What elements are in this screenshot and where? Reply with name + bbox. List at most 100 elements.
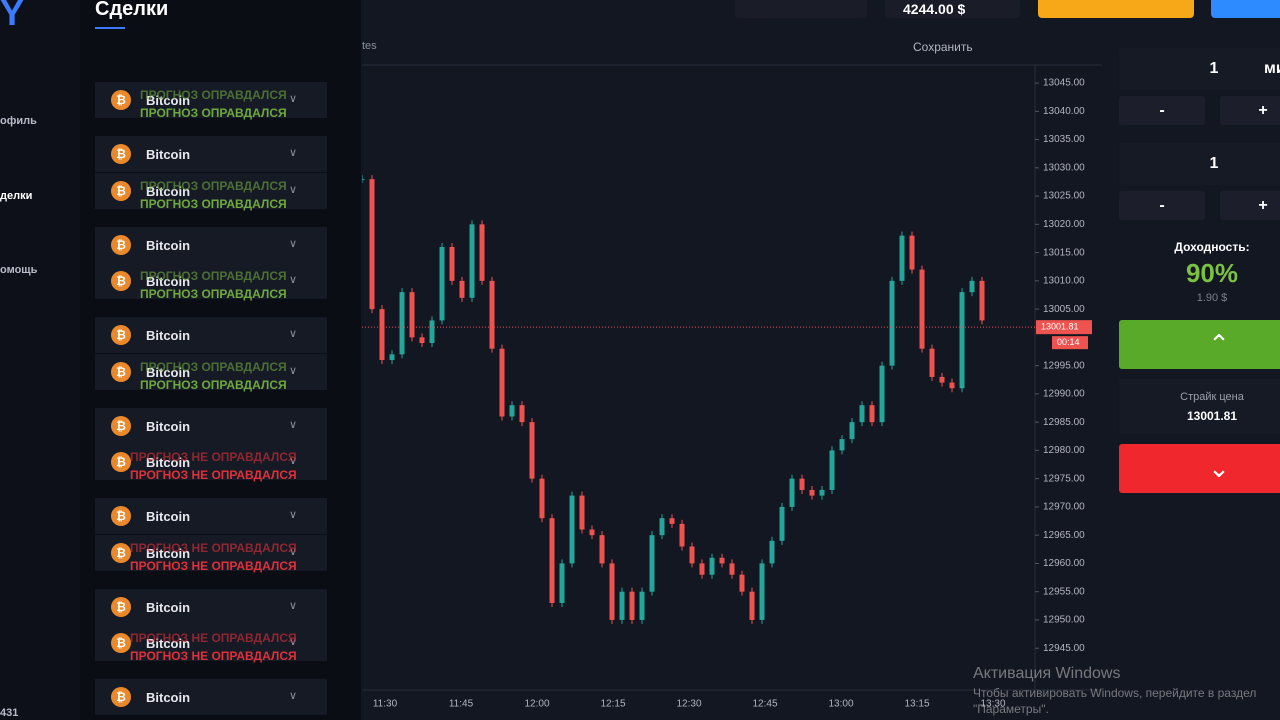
candle xyxy=(869,405,875,423)
y-tick-label: 13040.00 xyxy=(1043,106,1085,117)
y-tick-label: 13025.00 xyxy=(1043,191,1085,202)
deal-status: ПРОГНОЗ НЕ ОПРАВДАЛСЯ xyxy=(130,450,297,464)
deposit-button[interactable] xyxy=(1038,0,1194,18)
candle xyxy=(389,354,395,360)
asset: Bitcoin xyxy=(146,147,191,162)
chevron: ∨ xyxy=(288,636,297,648)
candle xyxy=(959,292,965,389)
nav-deals[interactable]: делки xyxy=(0,190,33,202)
watermark-line2: "Параметры". xyxy=(973,702,1049,716)
asset: Bitcoin xyxy=(146,364,191,380)
coin-icon: ₿ xyxy=(111,633,131,653)
chevron: ∨ xyxy=(288,93,297,105)
balance: 4244.00 $ xyxy=(903,1,966,17)
deal-status: ПРОГНОЗ НЕ ОПРАВДАЛСЯ xyxy=(130,649,297,663)
deal-card[interactable]: ₿ Bitcoin ∨ xyxy=(95,353,327,390)
y-tick-label: 12950.00 xyxy=(1043,615,1085,626)
x-tick-label: 13:00 xyxy=(828,699,853,710)
deal-status: ПРОГНОЗ НЕ ОПРАВДАЛСЯ xyxy=(130,540,297,555)
call-button[interactable]: ⌃ xyxy=(1119,320,1280,369)
time-minus[interactable]: - xyxy=(1119,96,1205,125)
deal-card[interactable]: ₿ Bitcoin ∨ xyxy=(95,263,327,299)
put-button[interactable]: ⌄ xyxy=(1119,444,1280,493)
candle xyxy=(479,224,485,281)
candle xyxy=(569,495,575,564)
y-tick-label: 13010.00 xyxy=(1043,276,1085,287)
nav-help[interactable]: омощь xyxy=(0,264,38,276)
asset: Bitcoin xyxy=(146,545,191,561)
candle xyxy=(859,405,865,423)
time-plus[interactable]: + xyxy=(1220,96,1280,125)
candle xyxy=(779,506,785,541)
amount-plus[interactable]: + xyxy=(1220,191,1280,220)
countdown: 00:14 xyxy=(1057,337,1080,347)
balance-box: 4244.00 $ xyxy=(885,0,1020,18)
nav-profile[interactable]: офиль xyxy=(0,115,37,127)
strike-box: Страйк цена 13001.81 xyxy=(1119,379,1280,434)
deal-card[interactable]: ₿ Bitcoin ∨ xyxy=(95,679,327,715)
candle xyxy=(599,535,605,564)
deal-card[interactable]: ₿ Bitcoin ∨ xyxy=(95,625,327,661)
amount-field[interactable]: 1 xyxy=(1119,143,1280,185)
price-tag xyxy=(1036,320,1092,335)
y-tick-label: 13030.00 xyxy=(1043,162,1085,173)
candle xyxy=(899,235,905,281)
x-tick-label: 12:45 xyxy=(752,699,777,710)
deal-card[interactable]: ₿ Bitcoin ∨ xyxy=(95,407,327,444)
asset-box xyxy=(735,0,867,18)
deal-card[interactable]: ₿ Bitcoin ∨ xyxy=(95,317,327,353)
candle xyxy=(909,235,915,270)
asset: Bitcoin xyxy=(146,93,191,108)
candle xyxy=(689,546,695,564)
amount-minus[interactable]: - xyxy=(1119,191,1205,220)
candle xyxy=(709,557,715,575)
deal-card[interactable]: ₿ Bitcoin ∨ xyxy=(95,498,327,534)
coin-icon: ₿ xyxy=(111,361,131,382)
chevron: ∨ xyxy=(288,328,297,340)
candle xyxy=(669,518,675,524)
candle xyxy=(809,489,815,496)
y-tick-label: 12985.00 xyxy=(1043,417,1085,428)
strike: 13001.81 xyxy=(1186,409,1238,423)
candle xyxy=(409,292,415,338)
x-tick-label: 13:15 xyxy=(904,699,929,710)
save-button[interactable]: Сохранить xyxy=(913,40,973,54)
candle xyxy=(509,405,515,417)
deal-card[interactable]: ₿ Bitcoin ∨ xyxy=(95,172,327,209)
candle xyxy=(789,478,795,507)
asset: Bitcoin xyxy=(146,183,191,199)
y-tick-label: 12970.00 xyxy=(1043,502,1085,513)
deal-status: ПРОГНОЗ ОПРАВДАЛСЯ xyxy=(140,178,287,193)
candle xyxy=(949,382,955,389)
interval[interactable]: tes xyxy=(362,40,377,52)
deal-card[interactable]: ₿ Bitcoin ∨ xyxy=(95,444,327,480)
deal-card[interactable]: ₿ Bitcoin ∨ xyxy=(95,588,327,625)
deal-status: ПРОГНОЗ НЕ ОПРАВДАЛСЯ xyxy=(130,468,297,482)
candle xyxy=(799,478,805,490)
chevron: ∨ xyxy=(288,364,297,377)
deal-status: ПРОГНОЗ НЕ ОПРАВДАЛСЯ xyxy=(130,631,297,645)
asset: Bitcoin xyxy=(146,455,191,470)
time-field[interactable]: 1 ми xyxy=(1119,48,1280,90)
strike-label: Страйк цена xyxy=(1180,391,1244,403)
deal-card[interactable]: ₿ Bitcoin ∨ xyxy=(95,226,327,263)
deal-card[interactable]: ₿ Bitcoin ∨ xyxy=(95,534,327,571)
candle xyxy=(362,179,365,181)
candle xyxy=(699,563,705,575)
candle xyxy=(919,269,925,349)
candle xyxy=(449,246,455,281)
candle xyxy=(739,574,745,592)
coin-icon: ₿ xyxy=(111,687,131,707)
coin-icon: ₿ xyxy=(111,144,131,164)
watermark-line1: Чтобы активировать Windows, перейдите в … xyxy=(973,686,1257,700)
deal-card[interactable]: ₿ Bitcoin ∨ xyxy=(95,82,327,118)
top-button[interactable] xyxy=(1211,0,1280,18)
deal-card[interactable]: ₿ Bitcoin ∨ xyxy=(95,136,327,172)
x-tick-label: 11:30 xyxy=(373,699,398,710)
deal-status: ПРОГНОЗ ОПРАВДАЛСЯ xyxy=(140,287,287,301)
candle xyxy=(719,557,725,564)
asset: Bitcoin xyxy=(146,328,191,343)
candle xyxy=(659,518,665,536)
y-tick-label: 12990.00 xyxy=(1043,389,1085,400)
